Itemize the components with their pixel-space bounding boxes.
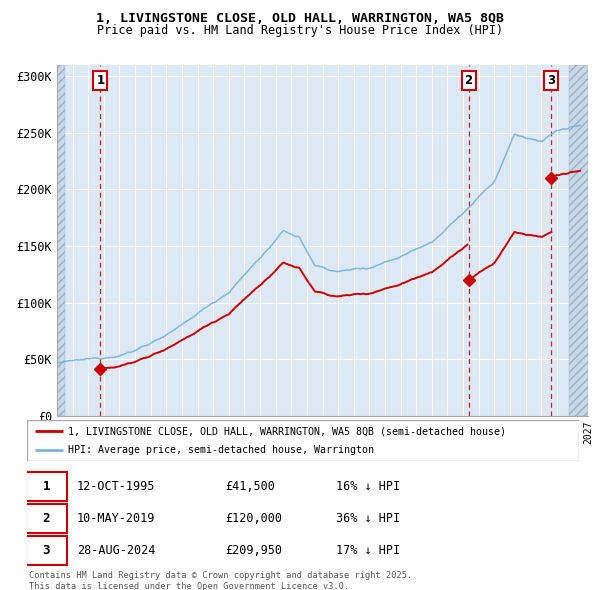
Text: 3: 3 <box>547 74 556 87</box>
Text: 16% ↓ HPI: 16% ↓ HPI <box>336 480 400 493</box>
Text: Contains HM Land Registry data © Crown copyright and database right 2025.
This d: Contains HM Land Registry data © Crown c… <box>29 571 412 590</box>
Text: 1, LIVINGSTONE CLOSE, OLD HALL, WARRINGTON, WA5 8QB (semi-detached house): 1, LIVINGSTONE CLOSE, OLD HALL, WARRINGT… <box>68 426 506 436</box>
FancyBboxPatch shape <box>26 472 67 501</box>
FancyBboxPatch shape <box>26 536 67 565</box>
Text: Price paid vs. HM Land Registry's House Price Index (HPI): Price paid vs. HM Land Registry's House … <box>97 24 503 37</box>
Text: 28-AUG-2024: 28-AUG-2024 <box>77 544 155 557</box>
FancyBboxPatch shape <box>27 420 579 461</box>
Text: 1: 1 <box>97 74 104 87</box>
Text: 12-OCT-1995: 12-OCT-1995 <box>77 480 155 493</box>
Text: 17% ↓ HPI: 17% ↓ HPI <box>336 544 400 557</box>
Text: 1: 1 <box>43 480 50 493</box>
Bar <box>569 65 588 416</box>
Bar <box>57 65 65 416</box>
Text: 2: 2 <box>43 512 50 525</box>
Text: 36% ↓ HPI: 36% ↓ HPI <box>336 512 400 525</box>
Text: 2: 2 <box>464 74 473 87</box>
Text: 10-MAY-2019: 10-MAY-2019 <box>77 512 155 525</box>
Text: HPI: Average price, semi-detached house, Warrington: HPI: Average price, semi-detached house,… <box>68 445 374 455</box>
Text: £120,000: £120,000 <box>226 512 283 525</box>
Text: £209,950: £209,950 <box>226 544 283 557</box>
Text: 3: 3 <box>43 544 50 557</box>
Text: 1, LIVINGSTONE CLOSE, OLD HALL, WARRINGTON, WA5 8QB: 1, LIVINGSTONE CLOSE, OLD HALL, WARRINGT… <box>96 12 504 25</box>
FancyBboxPatch shape <box>26 504 67 533</box>
Text: £41,500: £41,500 <box>226 480 275 493</box>
